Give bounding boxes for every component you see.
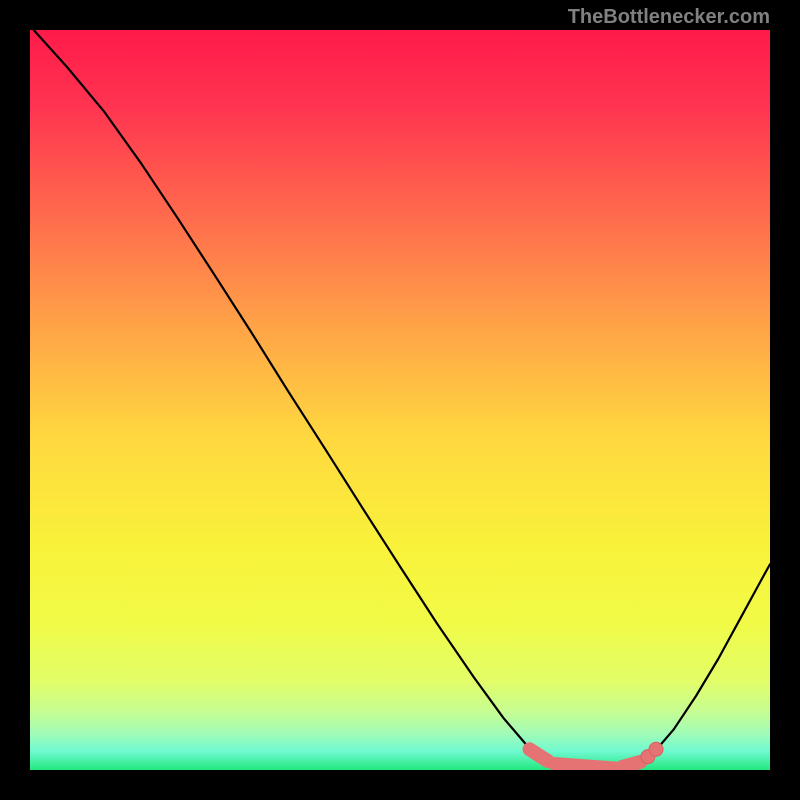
chart-container: TheBottlenecker.com [0,0,800,800]
watermark-text: TheBottlenecker.com [568,6,770,29]
gradient-background [30,30,770,770]
chart-svg [30,30,770,770]
plot-area [30,30,770,770]
